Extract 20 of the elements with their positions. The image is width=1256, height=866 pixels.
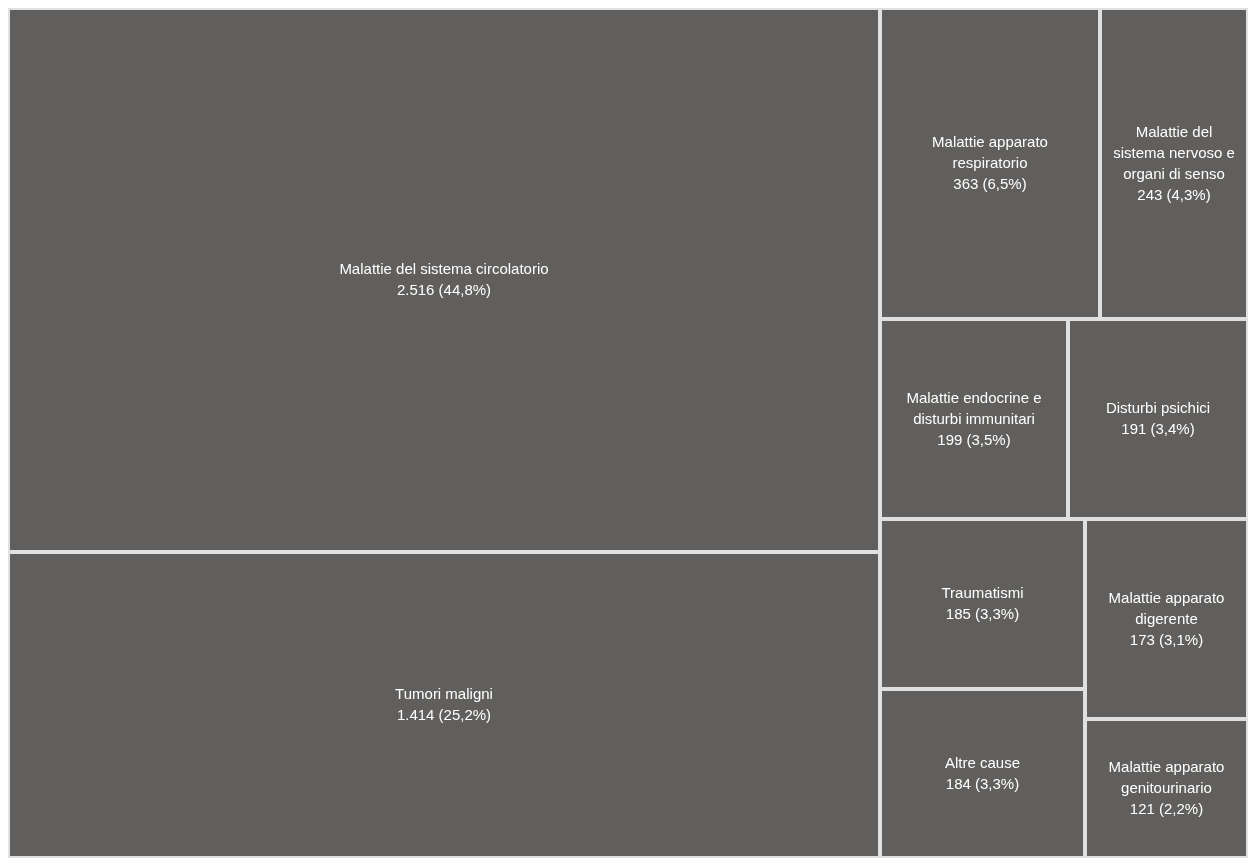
category-label: Malattie del sistema circolatorio: [339, 260, 549, 277]
data-label: 199 (3,5%): [937, 430, 1011, 448]
data-label: 185 (3,3%): [945, 605, 1020, 622]
category-label: Malattie apparato genitourinario: [1108, 758, 1225, 796]
data-label: 1.414 (25,2%): [396, 706, 492, 723]
category-label: Malattie del sistema nervoso e organi di senso: [1113, 122, 1235, 182]
data-label: 2.516 (44,8%): [396, 281, 492, 298]
category-label: Malattie endocrine e disturbi immunitari: [906, 388, 1042, 427]
category-label: Malattie apparato digerente: [1108, 588, 1225, 627]
data-label: 363 (6,5%): [953, 175, 1027, 192]
category-label: Malattie apparato respiratorio: [932, 133, 1048, 171]
category-label: Disturbi psichici: [1105, 399, 1211, 416]
data-label: 121 (2,2%): [1129, 800, 1204, 817]
category-label: Altre cause: [944, 753, 1021, 771]
category-label: Tumori maligni: [395, 685, 493, 702]
data-label: 184 (3,3%): [945, 774, 1020, 792]
data-label: 173 (3,1%): [1129, 630, 1204, 648]
data-label: 243 (4,3%): [1137, 185, 1211, 203]
data-label: 191 (3,4%): [1121, 420, 1195, 437]
category-label: Traumatismi: [941, 584, 1024, 601]
